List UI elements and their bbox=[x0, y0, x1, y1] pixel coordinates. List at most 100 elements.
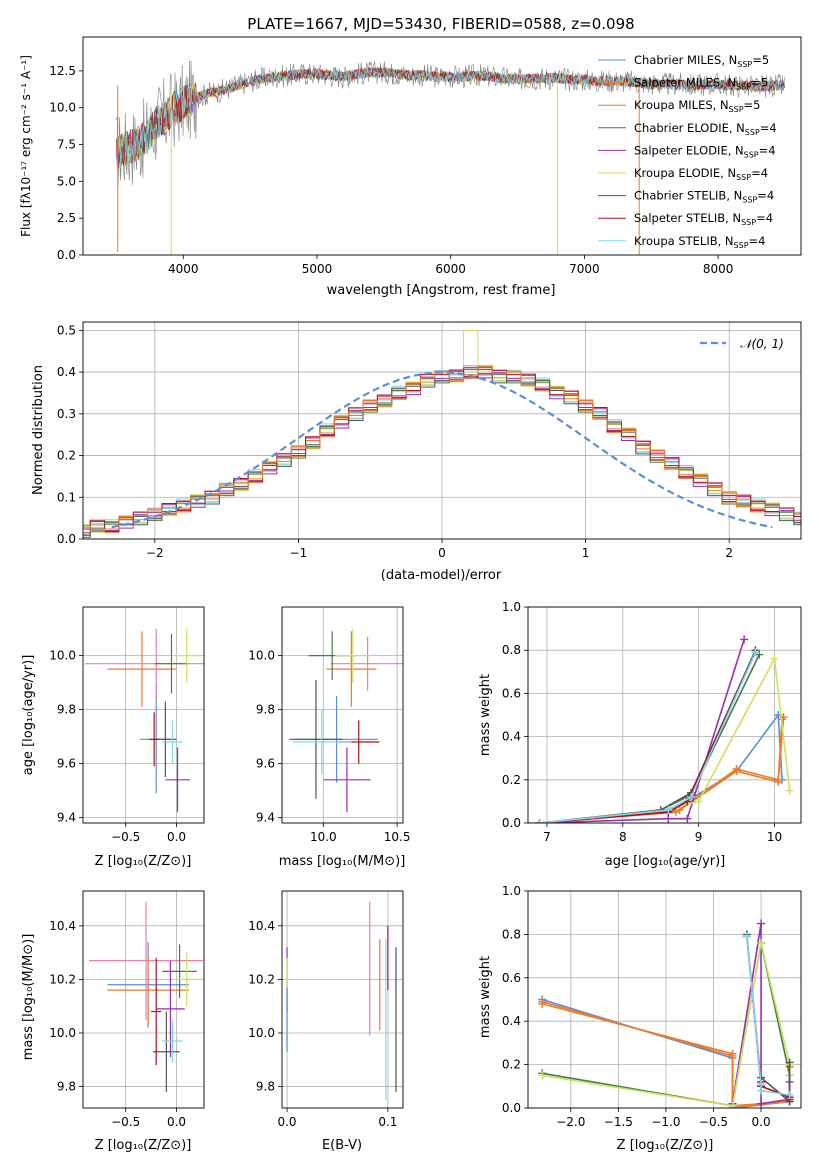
weight-vs-age-marker bbox=[770, 654, 779, 663]
figure-title: PLATE=1667, MJD=53430, FIBERID=0588, z=0… bbox=[247, 15, 634, 33]
mass-vs-Z-xtick-label: −0.5 bbox=[111, 1115, 140, 1129]
mass-vs-EBV-ytick-label: 9.8 bbox=[256, 1080, 275, 1094]
age-vs-Z-frame bbox=[82, 606, 205, 824]
residuals-histogram-step bbox=[83, 367, 801, 536]
weight-vs-Z-plot-area bbox=[538, 919, 794, 1108]
weight-vs-Z-ytick-label: 0.0 bbox=[502, 1101, 521, 1115]
weight-vs-Z-marker bbox=[757, 939, 766, 948]
weight-vs-Z-ytick-label: 1.0 bbox=[502, 884, 521, 898]
age-vs-Z-ytick-label: 9.6 bbox=[57, 757, 76, 771]
mass-vs-Z-ytick-label: 10.0 bbox=[49, 1026, 76, 1040]
residuals-xtick-label: −2 bbox=[146, 546, 164, 560]
weight-vs-age-marker bbox=[664, 806, 673, 815]
weight-vs-age-marker bbox=[535, 819, 544, 823]
weight-vs-age-series-line bbox=[539, 639, 745, 823]
panel-age-vs-Z: Z [log₁₀(Z/Z⊙)] age [log₁₀(age/yr)] −0.5… bbox=[21, 606, 205, 869]
residuals-frame bbox=[82, 321, 802, 540]
age-vs-Z-ytick-label: 9.4 bbox=[57, 811, 76, 825]
weight-vs-Z-marker bbox=[757, 1086, 766, 1095]
mass-vs-Z-ytick-label: 10.2 bbox=[49, 972, 76, 986]
residuals-ytick-label: 0.5 bbox=[57, 323, 76, 337]
spectrum-frame bbox=[82, 36, 802, 256]
spectrum-xtick-label: 8000 bbox=[703, 262, 734, 276]
residuals-histogram-step bbox=[83, 365, 801, 532]
spectrum-xtick-label: 7000 bbox=[569, 262, 600, 276]
weight-vs-Z-series-line bbox=[745, 936, 790, 1096]
weight-vs-Z-marker bbox=[757, 919, 766, 928]
age-vs-mass-xtick-label: 10.5 bbox=[384, 830, 411, 844]
weight-vs-Z-ytick-label: 0.6 bbox=[502, 971, 521, 985]
spectrum-legend-label: Kroupa MILES, NSSP=5 bbox=[634, 98, 760, 114]
mass-vs-EBV-xlabel: E(B-V) bbox=[322, 1138, 362, 1153]
residuals-ytick-label: 0.4 bbox=[57, 365, 76, 379]
weight-vs-Z-xlabel: Z [log₁₀(Z/Z⊙)] bbox=[617, 1138, 714, 1153]
residuals-histogram-step bbox=[83, 364, 801, 527]
weight-vs-Z-marker bbox=[785, 1090, 794, 1099]
weight-vs-age-marker bbox=[694, 797, 703, 806]
mass-vs-EBV-ytick-label: 10.2 bbox=[248, 972, 275, 986]
weight-vs-age-series-line bbox=[539, 652, 757, 823]
weight-vs-age-xlabel: age [log₁₀(age/yr)] bbox=[605, 854, 726, 869]
weight-vs-Z-series-line bbox=[745, 936, 790, 1098]
weight-vs-age-ytick-label: 0.8 bbox=[502, 643, 521, 657]
spectrum-xtick-label: 4000 bbox=[168, 262, 199, 276]
spectrum-xlabel: wavelength [Angstrom, rest frame] bbox=[327, 283, 556, 298]
mass-vs-EBV-xtick-label: 0.0 bbox=[277, 1115, 296, 1129]
spectrum-legend-label: Salpeter MILES, NSSP=5 bbox=[634, 76, 768, 92]
age-vs-mass-ytick-label: 9.6 bbox=[256, 757, 275, 771]
weight-vs-age-series-line bbox=[539, 652, 757, 823]
weight-vs-Z-marker bbox=[728, 1051, 737, 1060]
age-vs-mass-ytick-label: 10.0 bbox=[248, 649, 275, 663]
mass-vs-EBV-ytick-label: 10.4 bbox=[248, 919, 275, 933]
age-vs-mass-xtick-label: 10.0 bbox=[310, 830, 337, 844]
residuals-xtick-label: 0 bbox=[438, 546, 446, 560]
spectrum-model-line bbox=[116, 67, 786, 168]
spectrum-ytick-label: 5.0 bbox=[57, 174, 76, 188]
panel-mass-vs-Z: Z [log₁₀(Z/Z⊙)] mass [log₁₀(M/M⊙)] −0.5 0… bbox=[21, 890, 205, 1153]
spectrum-legend-label: Kroupa STELIB, NSSP=4 bbox=[634, 234, 765, 250]
residuals-normal-curve bbox=[111, 371, 773, 529]
mass-vs-EBV-plot-area bbox=[286, 901, 397, 1100]
spectrum-ytick-label: 10.0 bbox=[49, 101, 76, 115]
weight-vs-age-marker bbox=[751, 648, 760, 657]
residuals-xtick-label: 2 bbox=[725, 546, 733, 560]
weight-vs-age-ytick-label: 1.0 bbox=[502, 600, 521, 614]
residuals-xtick-label: −1 bbox=[290, 546, 308, 560]
weight-vs-Z-marker bbox=[538, 997, 547, 1006]
mass-vs-EBV-ytick-label: 10.0 bbox=[248, 1026, 275, 1040]
weight-vs-Z-xtick-label: −0.5 bbox=[699, 1115, 728, 1129]
spectrum-ytick-label: 7.5 bbox=[57, 138, 76, 152]
weight-vs-age-marker bbox=[732, 767, 741, 776]
panel-mass-vs-EBV: E(B-V) 0.0 0.1 9.8 10.0 10.2 10.4 bbox=[248, 890, 404, 1153]
age-vs-Z-xlabel: Z [log₁₀(Z/Z⊙)] bbox=[95, 854, 192, 869]
weight-vs-age-marker bbox=[785, 786, 794, 795]
weight-vs-Z-xtick-label: 0.0 bbox=[752, 1115, 771, 1129]
spectrum-xtick-label: 5000 bbox=[302, 262, 333, 276]
weight-vs-age-ytick-label: 0.0 bbox=[502, 816, 521, 830]
weight-vs-age-xtick-label: 10 bbox=[767, 830, 782, 844]
residuals-histogram-step bbox=[83, 367, 801, 537]
age-vs-Z-xtick-label: 0.0 bbox=[167, 830, 186, 844]
mass-vs-Z-xlabel: Z [log₁₀(Z/Z⊙)] bbox=[95, 1138, 192, 1153]
panel-weight-vs-Z: Z [log₁₀(Z/Z⊙)] mass weight −2.0 −1.5 −1.0… bbox=[478, 884, 802, 1153]
weight-vs-Z-marker bbox=[742, 932, 751, 941]
panel-age-vs-mass: mass [log₁₀(M/M⊙)] 10.0 10.5 9.4 9.6 9.8 10.0 bbox=[248, 606, 411, 869]
spectrum-xtick-label: 6000 bbox=[435, 262, 466, 276]
weight-vs-Z-marker bbox=[538, 1071, 547, 1080]
age-vs-Z-ytick-label: 9.8 bbox=[57, 703, 76, 717]
weight-vs-age-series-line bbox=[539, 656, 791, 823]
spectrum-legend-label: Chabrier ELODIE, NSSP=4 bbox=[634, 121, 777, 137]
mass-vs-Z-ytick-label: 9.8 bbox=[57, 1080, 76, 1094]
weight-vs-age-ytick-label: 0.4 bbox=[502, 730, 521, 744]
age-vs-mass-ytick-label: 9.4 bbox=[256, 811, 275, 825]
weight-vs-age-ylabel: mass weight bbox=[478, 674, 493, 756]
weight-vs-Z-xtick-label: −1.5 bbox=[604, 1115, 633, 1129]
spectrum-ytick-label: 0.0 bbox=[57, 248, 76, 262]
mass-vs-Z-frame bbox=[82, 890, 205, 1109]
weight-vs-age-xtick-label: 8 bbox=[619, 830, 627, 844]
mass-vs-Z-plot-area bbox=[89, 901, 203, 1092]
residuals-legend-label: 𝒩(0, 1) bbox=[740, 337, 784, 351]
age-vs-mass-ytick-label: 9.8 bbox=[256, 703, 275, 717]
spectrum-legend-label: Kroupa ELODIE, NSSP=4 bbox=[634, 166, 768, 182]
